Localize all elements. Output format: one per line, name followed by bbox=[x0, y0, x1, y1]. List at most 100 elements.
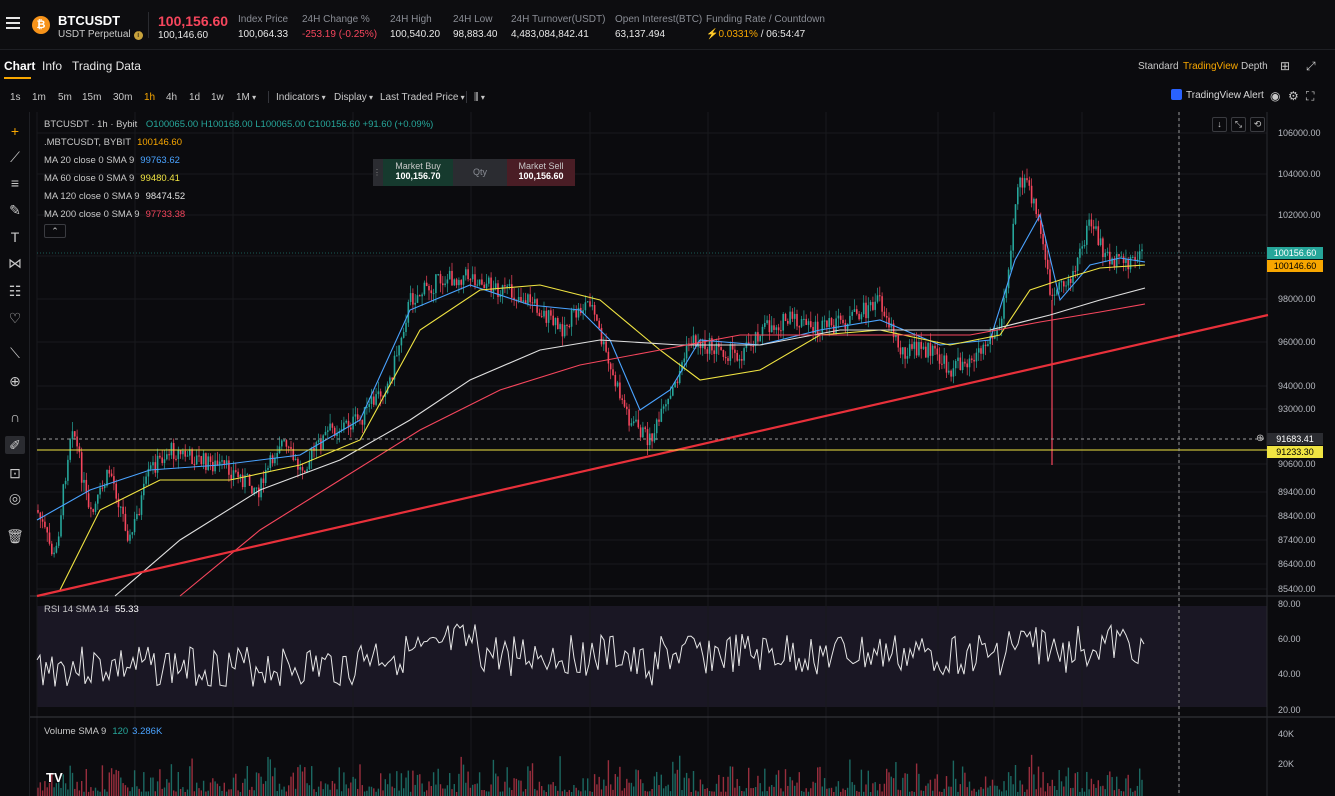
candle-body bbox=[674, 381, 676, 388]
ma200-legend[interactable]: MA 200 close 0 SMA 9 97733.38 bbox=[44, 209, 186, 220]
layout-grid-icon[interactable]: ⊞ bbox=[1280, 59, 1291, 73]
candle-body bbox=[474, 274, 476, 286]
display-dropdown[interactable]: Display bbox=[334, 92, 373, 103]
volume-bar bbox=[235, 773, 237, 796]
view-standard[interactable]: Standard bbox=[1138, 61, 1179, 72]
fib-icon[interactable]: ☷ bbox=[8, 283, 22, 299]
reset-icon[interactable]: ⟲ bbox=[1250, 117, 1265, 132]
volume-bar bbox=[830, 787, 833, 796]
volume-bar bbox=[1109, 771, 1111, 796]
chart-type-icon[interactable]: ⫼ bbox=[474, 92, 485, 103]
ma120-legend[interactable]: MA 120 close 0 SMA 9 98474.52 bbox=[44, 191, 186, 202]
tab-info[interactable]: Info bbox=[42, 59, 63, 73]
hline-price-tag: 91233.30 bbox=[1267, 446, 1323, 458]
trendline[interactable] bbox=[36, 313, 1269, 598]
timeframe-1s[interactable]: 1s bbox=[10, 92, 21, 103]
pattern-icon[interactable]: ⋈ bbox=[8, 255, 22, 271]
candle-body bbox=[1136, 259, 1139, 261]
eye-icon[interactable]: ◎ bbox=[8, 490, 22, 506]
timeframe-30m[interactable]: 30m bbox=[113, 92, 133, 103]
volume-bar bbox=[1001, 791, 1003, 796]
volume-bar bbox=[768, 786, 771, 796]
candle-body bbox=[964, 361, 966, 364]
market-sell-button[interactable]: Market Sell 100,156.60 bbox=[507, 159, 575, 186]
horizontal-lines-icon[interactable]: ≡ bbox=[10, 175, 20, 191]
volume-bar bbox=[817, 767, 819, 796]
crosshair-icon[interactable]: + bbox=[10, 123, 20, 139]
timeframe-15m[interactable]: 15m bbox=[82, 92, 102, 103]
lock-drawing-icon[interactable]: ✐ bbox=[5, 436, 25, 454]
menu-icon[interactable] bbox=[6, 17, 20, 29]
trash-icon[interactable]: 🗑 bbox=[6, 528, 24, 544]
scroll-down-icon[interactable]: ↓ bbox=[1212, 117, 1227, 132]
candle-body bbox=[462, 275, 465, 285]
ma60-legend[interactable]: MA 60 close 0 SMA 9 99480.41 bbox=[44, 173, 180, 184]
volume-bar bbox=[559, 756, 561, 796]
fullscreen-chart-icon[interactable]: ⛶ bbox=[1306, 89, 1315, 103]
heart-icon[interactable]: ♡ bbox=[8, 310, 22, 326]
candle-body bbox=[764, 322, 766, 327]
candle-body bbox=[499, 294, 502, 298]
zoom-icon[interactable]: ⊕ bbox=[9, 373, 21, 389]
magnet-icon[interactable]: ∩ bbox=[9, 409, 21, 425]
volume-bar bbox=[520, 780, 522, 796]
candle-body bbox=[968, 358, 971, 368]
brush-icon[interactable]: ✎ bbox=[9, 202, 21, 218]
qty-input[interactable]: Qty bbox=[453, 159, 507, 186]
rsi-legend[interactable]: RSI 14 SMA 14 55.33 bbox=[44, 604, 139, 615]
add-alert-icon[interactable]: ⊕ bbox=[1256, 433, 1265, 444]
price-type-dropdown[interactable]: Last Traded Price bbox=[380, 92, 465, 103]
volume-bar bbox=[361, 785, 363, 796]
timeframe-4h[interactable]: 4h bbox=[166, 92, 178, 103]
tab-chart[interactable]: Chart bbox=[4, 59, 36, 73]
timeframe-5m[interactable]: 5m bbox=[58, 92, 72, 103]
volume-bar bbox=[573, 784, 575, 796]
camera-icon[interactable]: ◉ bbox=[1270, 89, 1281, 103]
volume-bar bbox=[173, 790, 175, 796]
ma20-legend[interactable]: MA 20 close 0 SMA 9 99763.62 bbox=[44, 155, 180, 166]
symbol-name[interactable]: BTCUSDT bbox=[58, 13, 121, 28]
fullscreen-icon[interactable]: ⤢ bbox=[1306, 59, 1316, 73]
candle-body bbox=[469, 279, 472, 281]
candle-body bbox=[1005, 288, 1008, 298]
candle-body bbox=[363, 407, 366, 425]
market-buy-button[interactable]: Market Buy 100,156.70 bbox=[383, 159, 453, 186]
candle-body bbox=[398, 345, 400, 356]
volume-bar bbox=[136, 786, 138, 796]
trendline-icon[interactable]: ⟋ bbox=[10, 149, 20, 165]
timeframe-1w[interactable]: 1w bbox=[211, 92, 224, 103]
timeframe-1M[interactable]: 1M bbox=[236, 92, 256, 103]
text-icon[interactable]: T bbox=[10, 229, 20, 245]
unlock-icon[interactable]: ⊡ bbox=[9, 465, 21, 481]
drawing-toolbar: + ⟋ ≡ ✎ T ⋈ ☷ ♡ ⟍ ⊕ ∩ ✐ ⊡ ◎ 🗑 bbox=[0, 112, 30, 796]
view-tradingview[interactable]: TradingView bbox=[1183, 61, 1239, 72]
volume-bar bbox=[1081, 788, 1083, 796]
ruler-icon[interactable]: ⟍ bbox=[10, 345, 20, 361]
candle-body bbox=[876, 295, 879, 302]
indicators-dropdown[interactable]: Indicators bbox=[276, 92, 326, 103]
collapse-legend-button[interactable]: ⌃ bbox=[44, 224, 66, 238]
settings-icon[interactable]: ⚙ bbox=[1288, 89, 1299, 103]
candle-body bbox=[143, 483, 145, 496]
candle-body bbox=[724, 356, 727, 359]
drag-handle[interactable]: ⋮⋮ bbox=[373, 159, 389, 186]
timeframe-1m[interactable]: 1m bbox=[32, 92, 46, 103]
candle-body bbox=[1104, 252, 1106, 258]
tab-trading-data[interactable]: Trading Data bbox=[72, 59, 141, 73]
view-depth[interactable]: Depth bbox=[1241, 61, 1268, 72]
volume-bar bbox=[212, 778, 214, 796]
candle-body bbox=[55, 545, 58, 553]
tradingview-alert-button[interactable]: TradingView Alert bbox=[1171, 89, 1264, 101]
collapse-icon[interactable]: ⤡ bbox=[1231, 117, 1246, 132]
timeframe-1h[interactable]: 1h bbox=[144, 92, 156, 103]
volume-bar bbox=[1044, 791, 1047, 796]
candle-body bbox=[327, 430, 329, 432]
info-icon[interactable]: i bbox=[133, 31, 143, 40]
volume-bar bbox=[1095, 787, 1097, 796]
timeframe-1d[interactable]: 1d bbox=[189, 92, 201, 103]
volume-bar bbox=[419, 774, 421, 796]
candle-body bbox=[163, 459, 166, 464]
candle-body bbox=[759, 336, 761, 342]
volume-legend[interactable]: Volume SMA 9 120 3.286K bbox=[44, 726, 163, 737]
